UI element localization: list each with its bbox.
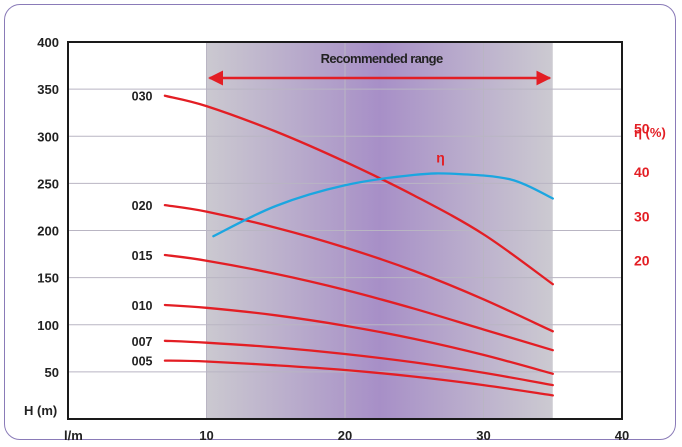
series-line-020 — [163, 203, 554, 333]
series-label-030: 030 — [132, 90, 153, 104]
x-axis-label: l/m — [64, 428, 83, 443]
series-label-efficiency: η — [436, 150, 445, 166]
grid-lines — [68, 42, 622, 419]
series-line-030 — [163, 94, 554, 286]
x-tick-label-40: 40 — [615, 428, 629, 443]
series-label-015: 015 — [132, 249, 153, 263]
series-label-010: 010 — [132, 299, 153, 313]
series-label-020: 020 — [132, 199, 153, 213]
y-axis-tick-labels: 50 100 150 200 250 300 350 400 — [37, 35, 59, 380]
y-tick-label-250: 250 — [37, 176, 59, 191]
secondary-y-axis-tick-labels: 20 30 40 50 — [634, 121, 650, 269]
y-tick-label-350: 350 — [37, 82, 59, 97]
y-tick-label-200: 200 — [37, 224, 59, 239]
y2-tick-label-20: 20 — [634, 253, 650, 269]
series-line-010 — [163, 303, 554, 375]
y2-tick-label-30: 30 — [634, 208, 650, 224]
y2-tick-label-50: 50 — [634, 121, 650, 137]
series-label-007: 007 — [132, 335, 153, 349]
x-tick-label-10: 10 — [199, 428, 213, 443]
x-tick-label-30: 30 — [476, 428, 490, 443]
series-lines — [163, 94, 554, 397]
series-line-007 — [163, 339, 554, 387]
secondary-y-axis-label: η (%) — [634, 125, 666, 140]
y-tick-label-400: 400 — [37, 35, 59, 50]
recommended-range-label: Recommended range — [321, 51, 443, 66]
series-line-efficiency — [212, 172, 554, 238]
series-line-015 — [163, 253, 554, 352]
series-line-005 — [163, 359, 554, 397]
y-tick-label-150: 150 — [37, 271, 59, 286]
y-tick-label-300: 300 — [37, 129, 59, 144]
series-labels: 030 020 015 010 007 005 η — [132, 90, 445, 369]
y2-tick-label-40: 40 — [634, 164, 650, 180]
axes — [67, 41, 623, 420]
series-label-005: 005 — [132, 355, 153, 369]
plot-border — [67, 41, 623, 420]
x-axis-tick-labels: 10 20 30 40 — [199, 428, 629, 443]
y-tick-label-50: 50 — [45, 365, 59, 380]
y-tick-label-100: 100 — [37, 318, 59, 333]
x-tick-label-20: 20 — [338, 428, 352, 443]
y-axis-label: H (m) — [24, 403, 57, 418]
